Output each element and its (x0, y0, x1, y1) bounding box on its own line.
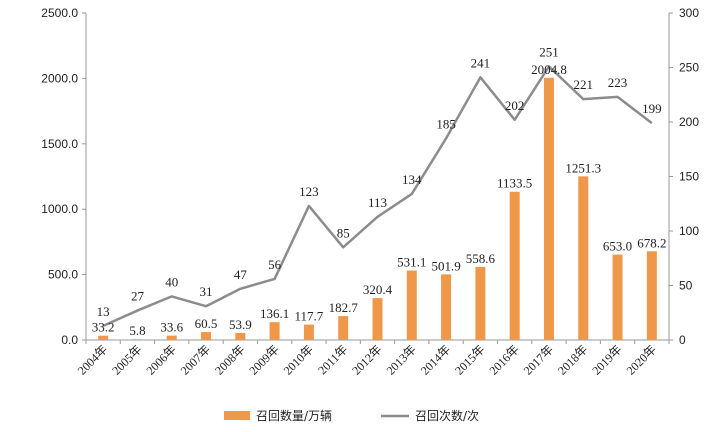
bar-value-label: 5.8 (129, 323, 145, 338)
x-axis-category-label: 2019年 (589, 342, 624, 377)
line-value-label: 123 (299, 184, 319, 199)
right-axis-tick-label: 100 (679, 224, 699, 238)
bar-value-label: 558.6 (466, 251, 496, 266)
line-series (102, 65, 653, 327)
legend-bar-label: 召回数量/万辆 (256, 408, 332, 423)
bar-value-label: 320.4 (363, 282, 393, 297)
left-axis-tick-label: 1000.0 (41, 202, 78, 216)
bar (509, 191, 520, 340)
line-value-label: 31 (200, 284, 213, 299)
x-axis-category-label: 2015年 (452, 342, 487, 377)
x-axis-category-label: 2013年 (384, 342, 419, 377)
line-value-label: 47 (234, 267, 248, 282)
x-axis-category-label: 2008年 (212, 342, 247, 377)
right-axis-tick-label: 300 (679, 6, 699, 20)
bar-value-label: 2004.8 (531, 62, 567, 77)
bar-value-label: 33.2 (92, 320, 115, 335)
bar (543, 77, 554, 341)
legend-bar-swatch (224, 411, 250, 420)
left-axis-tick-label: 500.0 (48, 268, 78, 282)
line-value-label: 221 (574, 77, 594, 92)
line-value-label: 85 (337, 225, 350, 240)
line-value-label: 40 (165, 274, 178, 289)
bar (612, 254, 623, 340)
right-axis-tick-label: 250 (679, 61, 699, 75)
line-value-label: 241 (471, 55, 491, 70)
left-axis-tick-label: 0.0 (61, 333, 78, 347)
line-value-label: 13 (97, 304, 110, 319)
bar-value-label: 1133.5 (497, 176, 532, 191)
right-axis-tick-label: 200 (679, 115, 699, 129)
bar-value-label: 136.1 (260, 306, 289, 321)
line-value-label: 202 (505, 98, 525, 113)
bar-value-label: 53.9 (229, 317, 252, 332)
x-axis-category-label: 2011年 (315, 342, 350, 377)
line-value-label: 251 (539, 44, 559, 59)
left-axis-tick-label: 1500.0 (41, 137, 78, 151)
x-axis-category-label: 2007年 (178, 342, 213, 377)
x-axis-category-label: 2004年 (75, 342, 110, 377)
x-axis-category-label: 2009年 (246, 342, 281, 377)
bar-value-label: 117.7 (295, 309, 324, 324)
bar (406, 270, 417, 340)
right-axis-tick-label: 50 (679, 279, 693, 293)
x-axis-category-label: 2012年 (349, 342, 384, 377)
bar (132, 339, 143, 340)
bar (372, 298, 383, 340)
bar-value-label: 60.5 (195, 316, 218, 331)
x-axis-category-label: 2010年 (281, 342, 316, 377)
bar (269, 322, 280, 340)
right-axis-tick-label: 0 (679, 333, 686, 347)
line-value-label: 134 (402, 172, 422, 187)
bar (98, 335, 109, 340)
line-value-label: 27 (131, 289, 145, 304)
line-value-label: 113 (368, 195, 387, 210)
left-axis-tick-label: 2000.0 (41, 71, 78, 85)
bar-value-label: 182.7 (329, 300, 359, 315)
bar (235, 332, 246, 340)
bar (646, 251, 657, 340)
bar-value-label: 653.0 (603, 239, 632, 254)
bar-value-label: 33.6 (160, 320, 183, 335)
x-axis-category-label: 2005年 (109, 342, 144, 377)
bar (166, 335, 177, 340)
bar (475, 266, 486, 340)
bar (578, 176, 589, 340)
bar-value-label: 501.9 (431, 258, 460, 273)
x-axis-category-label: 2017年 (521, 342, 556, 377)
right-axis-tick-label: 150 (679, 170, 699, 184)
bar-value-label: 1251.3 (565, 160, 601, 175)
line-value-label: 56 (268, 257, 282, 272)
x-axis-category-label: 2018年 (555, 342, 590, 377)
x-axis-category-label: 2020年 (624, 342, 659, 377)
bar-value-label: 531.1 (397, 255, 426, 270)
line-value-label: 199 (642, 101, 662, 116)
x-axis-category-label: 2006年 (143, 342, 178, 377)
left-axis-tick-label: 2500.0 (41, 6, 78, 20)
bar (338, 316, 349, 340)
bar-value-label: 678.2 (637, 235, 666, 250)
line-value-label: 223 (608, 75, 628, 90)
bar (201, 332, 212, 340)
bar (441, 274, 452, 340)
x-axis-category-label: 2014年 (418, 342, 453, 377)
line-value-label: 185 (436, 116, 456, 131)
bar (303, 324, 314, 340)
legend-line-label: 召回次数/次 (415, 408, 479, 423)
x-axis-category-label: 2016年 (486, 342, 521, 377)
